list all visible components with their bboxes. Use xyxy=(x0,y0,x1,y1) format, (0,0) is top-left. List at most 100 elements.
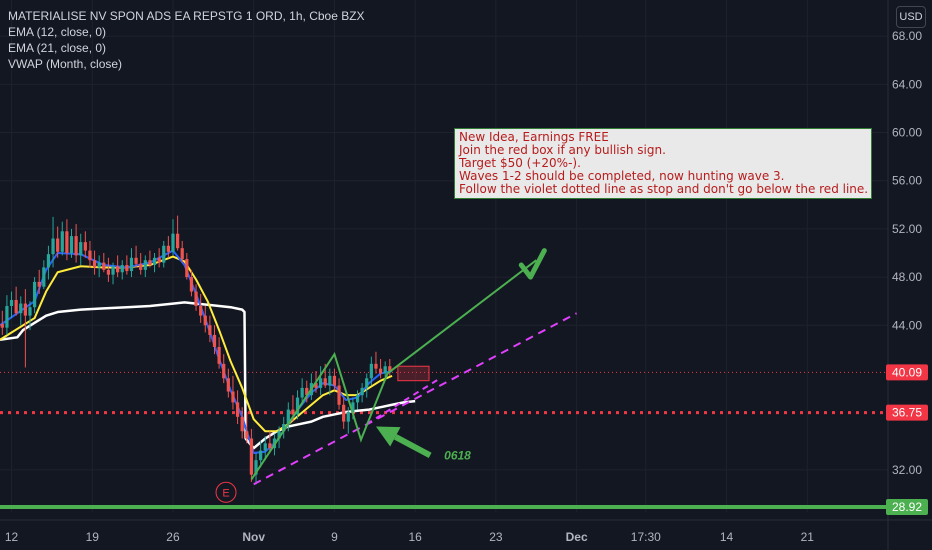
candle xyxy=(365,373,369,398)
drawings[interactable]: 0618 E xyxy=(215,248,578,503)
candle xyxy=(300,378,304,405)
earnings-marker-icon[interactable] xyxy=(215,481,237,503)
candle-body xyxy=(286,409,290,425)
candle-body xyxy=(120,265,124,273)
note-line: Follow the violet dotted line as stop an… xyxy=(459,182,869,196)
candle-body xyxy=(212,334,217,347)
candle-body xyxy=(60,231,64,252)
candle xyxy=(152,252,157,273)
candle-body xyxy=(332,375,337,386)
candle xyxy=(189,269,194,297)
candle-body xyxy=(259,450,263,461)
candle xyxy=(162,240,166,268)
candle xyxy=(369,356,373,386)
candle xyxy=(226,368,230,398)
indicator-vwap[interactable]: VWAP (Month, close) xyxy=(8,57,123,71)
candle-body xyxy=(318,378,323,388)
candle-body xyxy=(157,257,161,263)
symbol-title: MATERIALISE NV SPON ADS EA REPSTG 1 ORD,… xyxy=(8,9,365,23)
stop-dashed-line[interactable] xyxy=(253,312,578,486)
candle-body xyxy=(249,438,254,475)
candle xyxy=(217,337,221,369)
candle xyxy=(208,315,212,343)
candle xyxy=(51,216,55,268)
candle xyxy=(79,233,83,266)
candle-body xyxy=(83,242,87,251)
candle xyxy=(0,310,4,335)
candle xyxy=(102,252,106,273)
y-tick-label: 56.00 xyxy=(892,174,922,188)
candle-body xyxy=(351,402,355,413)
wave-zigzag-line[interactable] xyxy=(250,351,389,481)
candle xyxy=(235,390,240,425)
candle xyxy=(19,296,23,326)
candle-body xyxy=(314,383,318,388)
indicator-ema12[interactable]: EMA (12, close, 0) xyxy=(8,25,107,39)
candle xyxy=(65,219,69,261)
candle xyxy=(254,452,258,485)
candle xyxy=(328,368,332,396)
candle xyxy=(134,245,138,268)
candle xyxy=(388,359,392,376)
candle xyxy=(139,252,143,275)
candle xyxy=(5,295,9,335)
note-line: Waves 1-2 should be completed, now hunti… xyxy=(459,169,785,183)
candle-body xyxy=(42,267,46,287)
candle-body xyxy=(245,431,249,439)
target-trend-line[interactable] xyxy=(386,259,537,375)
candle xyxy=(74,224,78,263)
candle-body xyxy=(14,299,18,314)
candle-body xyxy=(175,233,180,249)
indicator-ema21[interactable]: EMA (21, close, 0) xyxy=(8,41,107,55)
candle-body xyxy=(291,409,295,415)
support-dashed-line[interactable] xyxy=(366,378,439,425)
candle xyxy=(355,390,360,410)
entry-red-box[interactable] xyxy=(397,365,430,382)
candle-body xyxy=(203,315,207,326)
candle xyxy=(37,269,41,294)
currency-button[interactable]: USD xyxy=(896,6,926,28)
candle xyxy=(346,407,350,434)
x-tick-label: 19 xyxy=(86,530,100,544)
candle-body xyxy=(305,387,309,396)
price-label-text: 36.75 xyxy=(892,406,922,420)
x-tick-label: 17:30 xyxy=(631,530,661,544)
candle xyxy=(249,428,254,482)
candle-body xyxy=(194,291,198,306)
candle xyxy=(286,402,290,432)
y-tick-label: 48.00 xyxy=(892,270,922,284)
candle xyxy=(14,286,18,316)
candle-body xyxy=(143,260,147,270)
price-label-text: 40.09 xyxy=(892,365,922,379)
fib-label: 0618 xyxy=(444,448,471,462)
candle xyxy=(32,277,37,314)
candle-body xyxy=(337,385,341,405)
candle-body xyxy=(323,378,327,386)
candle xyxy=(106,257,111,282)
y-tick-label: 44.00 xyxy=(892,318,922,332)
candle xyxy=(171,219,175,256)
candle xyxy=(318,366,323,396)
candle xyxy=(157,248,161,268)
candle-body xyxy=(383,366,387,374)
candle-body xyxy=(46,254,51,268)
candle-body xyxy=(74,236,78,256)
candle xyxy=(148,250,152,268)
y-tick-label: 68.00 xyxy=(892,29,922,43)
y-tick-label: 60.00 xyxy=(892,126,922,140)
candle-body xyxy=(111,266,115,275)
candle-body xyxy=(222,363,226,379)
candle-body xyxy=(152,257,157,266)
trade-note: New Idea, Earnings FREE Join the red box… xyxy=(454,128,872,199)
candle-body xyxy=(369,363,373,379)
y-tick-label: 64.00 xyxy=(892,77,922,91)
candle-body xyxy=(19,303,23,314)
candle xyxy=(60,221,64,256)
arrow-head-icon xyxy=(375,426,401,447)
candle-body xyxy=(263,443,267,451)
candle xyxy=(199,293,203,323)
candle-body xyxy=(388,366,392,372)
